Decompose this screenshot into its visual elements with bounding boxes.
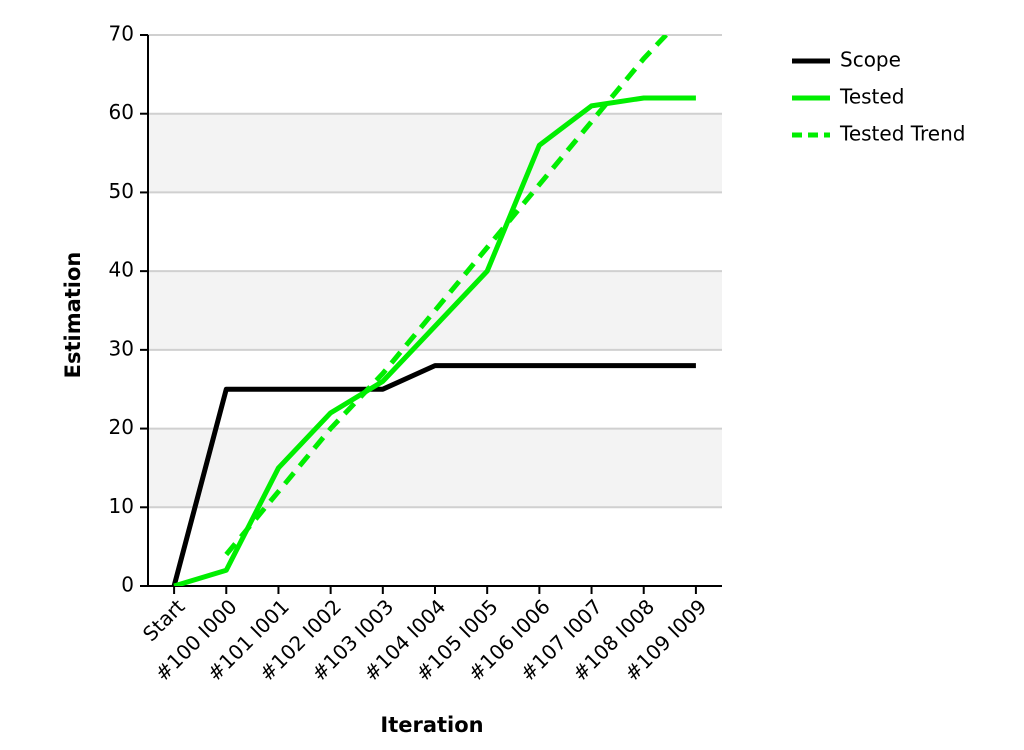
y-tick-label: 0 (121, 573, 134, 597)
y-tick-label: 20 (109, 415, 134, 439)
legend-label: Tested Trend (839, 122, 965, 146)
y-tick-label: 10 (109, 494, 134, 518)
series-line (171, 363, 696, 586)
y-tick-label: 30 (109, 336, 134, 360)
series-line (224, 35, 670, 557)
grid-band (148, 113, 722, 193)
grid-band (148, 271, 722, 350)
y-tick-label: 50 (109, 179, 134, 203)
y-tick-label: 60 (109, 100, 134, 124)
y-axis-title: Estimation (61, 252, 85, 379)
legend-label: Scope (840, 48, 901, 72)
grid-band (148, 428, 722, 508)
x-axis-title: Iteration (380, 713, 483, 737)
y-tick-label: 70 (109, 22, 134, 46)
plot-area (171, 35, 696, 586)
legend-label: Tested (839, 85, 904, 109)
y-tick-label: 40 (109, 258, 134, 282)
series-line (173, 95, 696, 586)
